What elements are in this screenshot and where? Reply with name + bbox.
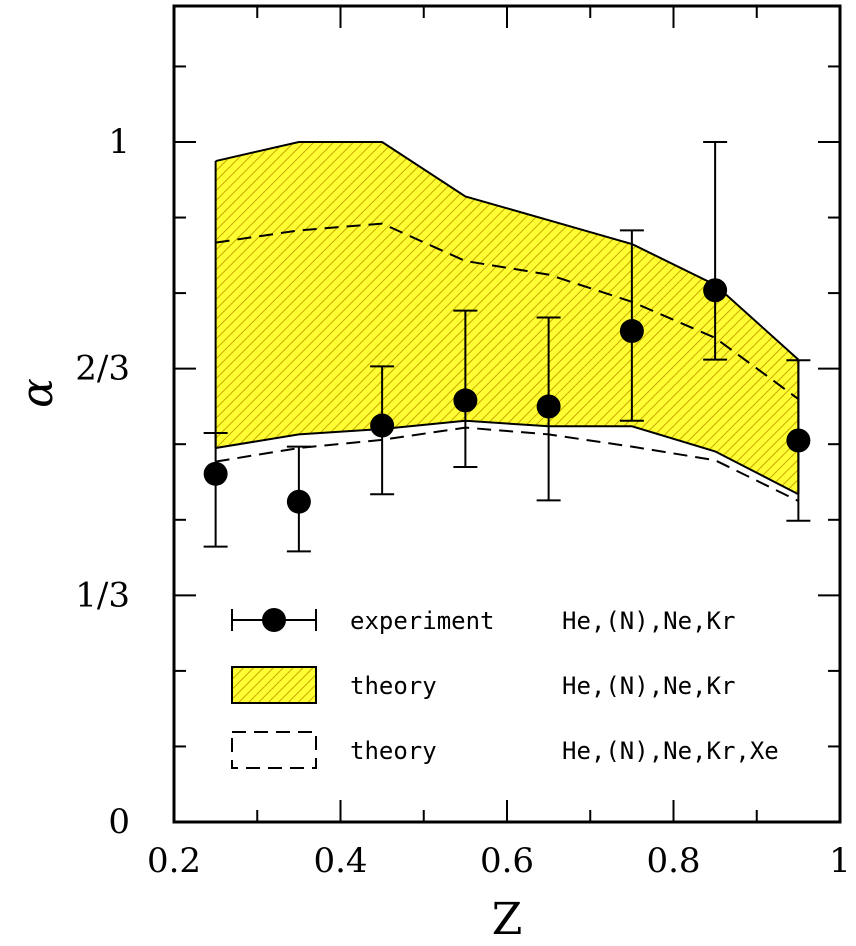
data-point-6 [703, 278, 728, 303]
data-point-0 [203, 461, 228, 486]
x-tick-label: 0.2 [147, 841, 201, 881]
y-tick-label: 0 [108, 802, 130, 842]
legend-dashed-set: He,(N),Ne,Kr,Xe [562, 737, 779, 765]
legend-dashed-swatch [231, 731, 317, 769]
x-tick-label: 1 [829, 841, 851, 881]
theory-band-upper-line [215, 141, 800, 361]
y-tick-label: 1/3 [75, 575, 130, 615]
legend-band-set: He,(N),Ne,Kr [562, 672, 735, 700]
y-tick-label: 2/3 [75, 349, 130, 389]
data-point-4 [536, 394, 561, 419]
legend-dashed-label: theory [350, 737, 437, 765]
theory-band-area [215, 142, 799, 495]
legend-experiment-set: He,(N),Ne,Kr [562, 607, 735, 635]
y-tick-label: 1 [108, 122, 130, 162]
data-point-3 [453, 388, 478, 413]
legend-experiment-label: experiment [350, 607, 495, 635]
x-tick-label: 0.8 [646, 841, 700, 881]
data-point-5 [619, 319, 644, 344]
legend-band-label: theory [350, 672, 437, 700]
x-tick-label: 0.4 [313, 841, 367, 881]
theory-dashed-upper-line [215, 222, 799, 400]
theory-dashed-lower-line [215, 426, 799, 502]
legend-band-swatch [231, 666, 317, 704]
legend-experiment-marker [262, 608, 286, 632]
y-axis-title: α [12, 378, 63, 408]
data-point-1 [286, 489, 311, 514]
x-tick-label: 0.6 [480, 841, 534, 881]
x-axis-title: Z [492, 894, 523, 941]
data-point-2 [370, 413, 395, 438]
theory-band-lower-line [215, 419, 799, 496]
data-point-7 [786, 428, 811, 453]
